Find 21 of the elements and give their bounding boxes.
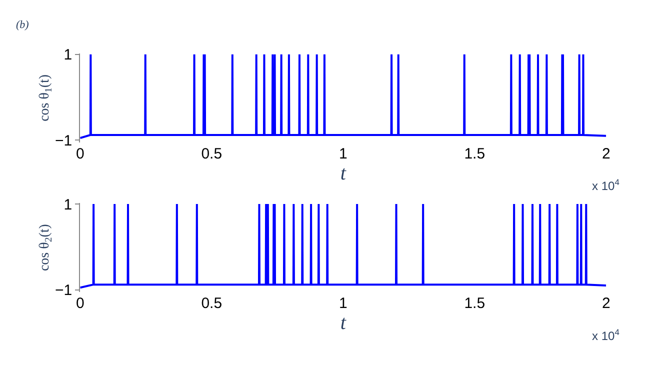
line-series xyxy=(80,54,606,139)
line-series xyxy=(80,203,606,289)
x-tick-label: 0 xyxy=(76,145,84,162)
x-tick-label: 1.5 xyxy=(464,294,486,312)
y-tick-label: 1 xyxy=(64,196,72,214)
x-tick-label: 1.5 xyxy=(464,145,486,162)
x-tick-label: 0.5 xyxy=(201,294,222,312)
x-tick-label: 1 xyxy=(338,145,348,162)
y-tick-label: −1 xyxy=(55,282,72,300)
text: x 10$^{4}$ xyxy=(592,177,620,194)
x-tick-label: 1 xyxy=(338,294,348,312)
x-tick-label: 0.5 xyxy=(201,145,222,162)
y-tick-label: 1 xyxy=(64,46,72,64)
x-tick-label: 2 xyxy=(602,145,610,162)
x-tick-label: 2 xyxy=(602,294,610,312)
x-axis-title: t xyxy=(340,162,346,184)
text: x 10$^{4}$ xyxy=(592,327,620,344)
x-axis-title: t xyxy=(340,312,346,334)
x-tick-label: 0 xyxy=(76,294,84,312)
y-tick-label: −1 xyxy=(55,132,72,150)
chart-title: (b) xyxy=(16,19,30,31)
